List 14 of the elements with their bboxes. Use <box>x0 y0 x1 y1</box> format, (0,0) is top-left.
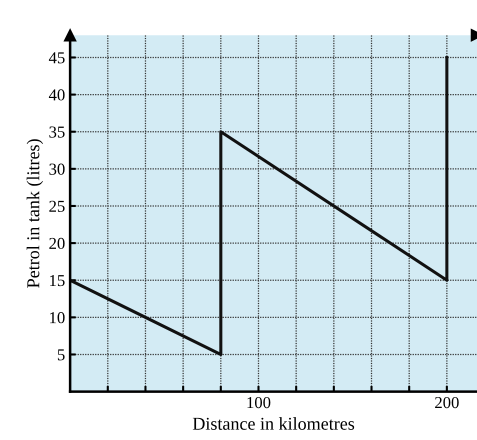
x-tick-label: 200 <box>435 396 459 408</box>
y-tick-label: 20 <box>49 238 65 250</box>
y-tick-label: 5 <box>58 349 65 360</box>
y-tick-label: 40 <box>48 89 65 101</box>
line-series <box>70 56 448 356</box>
y-tick-label: 35 <box>49 126 65 138</box>
y-tick-label: 30 <box>49 164 65 175</box>
y-tick-label: 25 <box>49 200 65 212</box>
x-tick-label: 100 <box>247 396 270 408</box>
y-tick-label: 45 <box>48 52 65 64</box>
y-tick-label: 15 <box>50 275 65 286</box>
y-tick-label: 10 <box>50 312 65 324</box>
y-axis-title: Petrol in tank (litres) <box>26 139 44 288</box>
x-axis-title: Distance in kilometres <box>192 417 354 430</box>
